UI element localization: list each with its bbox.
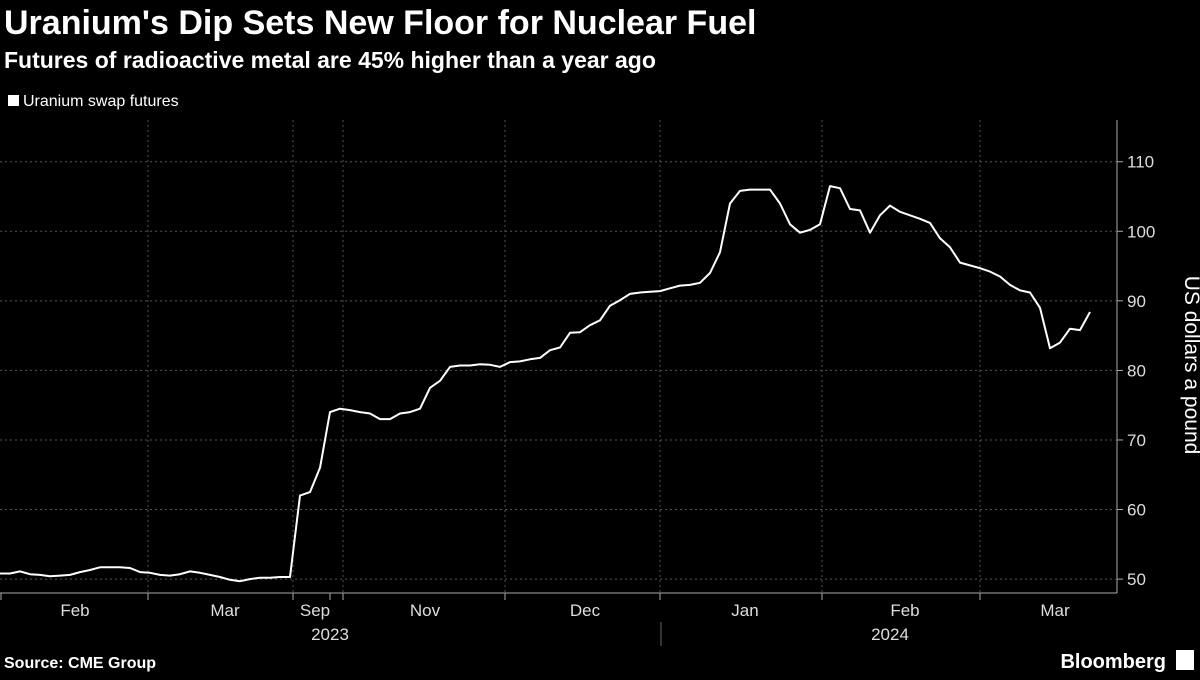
y-tick-label: 50 — [1127, 570, 1146, 589]
chart-subtitle: Futures of radioactive metal are 45% hig… — [4, 47, 656, 73]
source: Source: CME Group — [4, 655, 156, 672]
x-tick-label: Feb — [890, 601, 919, 620]
x-tick-label: Mar — [1040, 601, 1070, 620]
legend-label: Uranium swap futures — [23, 93, 179, 110]
y-tick-label: 100 — [1127, 222, 1155, 241]
x-tick-label: Jan — [731, 601, 758, 620]
legend-swatch — [8, 95, 19, 106]
y-tick-label: 70 — [1127, 431, 1146, 450]
y-tick-label: 90 — [1127, 292, 1146, 311]
brand-icon — [1176, 650, 1194, 670]
x-tick-label: Feb — [60, 601, 89, 620]
x-group-label: 2024 — [871, 625, 909, 644]
x-tick-label: Nov — [410, 601, 441, 620]
x-tick-label: Mar — [210, 601, 240, 620]
y-tick-label: 60 — [1127, 501, 1146, 520]
x-group-label: 2023 — [311, 625, 349, 644]
x-tick-label: Dec — [570, 601, 601, 620]
y-tick-label: 80 — [1127, 361, 1146, 380]
vertical-grid — [147, 120, 981, 593]
chart-title: Uranium's Dip Sets New Floor for Nuclear… — [4, 4, 756, 42]
brand: Bloomberg — [1060, 651, 1166, 673]
y-axis-title: US dollars a pound — [1180, 276, 1200, 455]
x-ticks — [0, 593, 981, 600]
line — [0, 185, 1091, 583]
x-tick-label: Sep — [300, 601, 330, 620]
y-tick-label: 110 — [1127, 153, 1154, 172]
